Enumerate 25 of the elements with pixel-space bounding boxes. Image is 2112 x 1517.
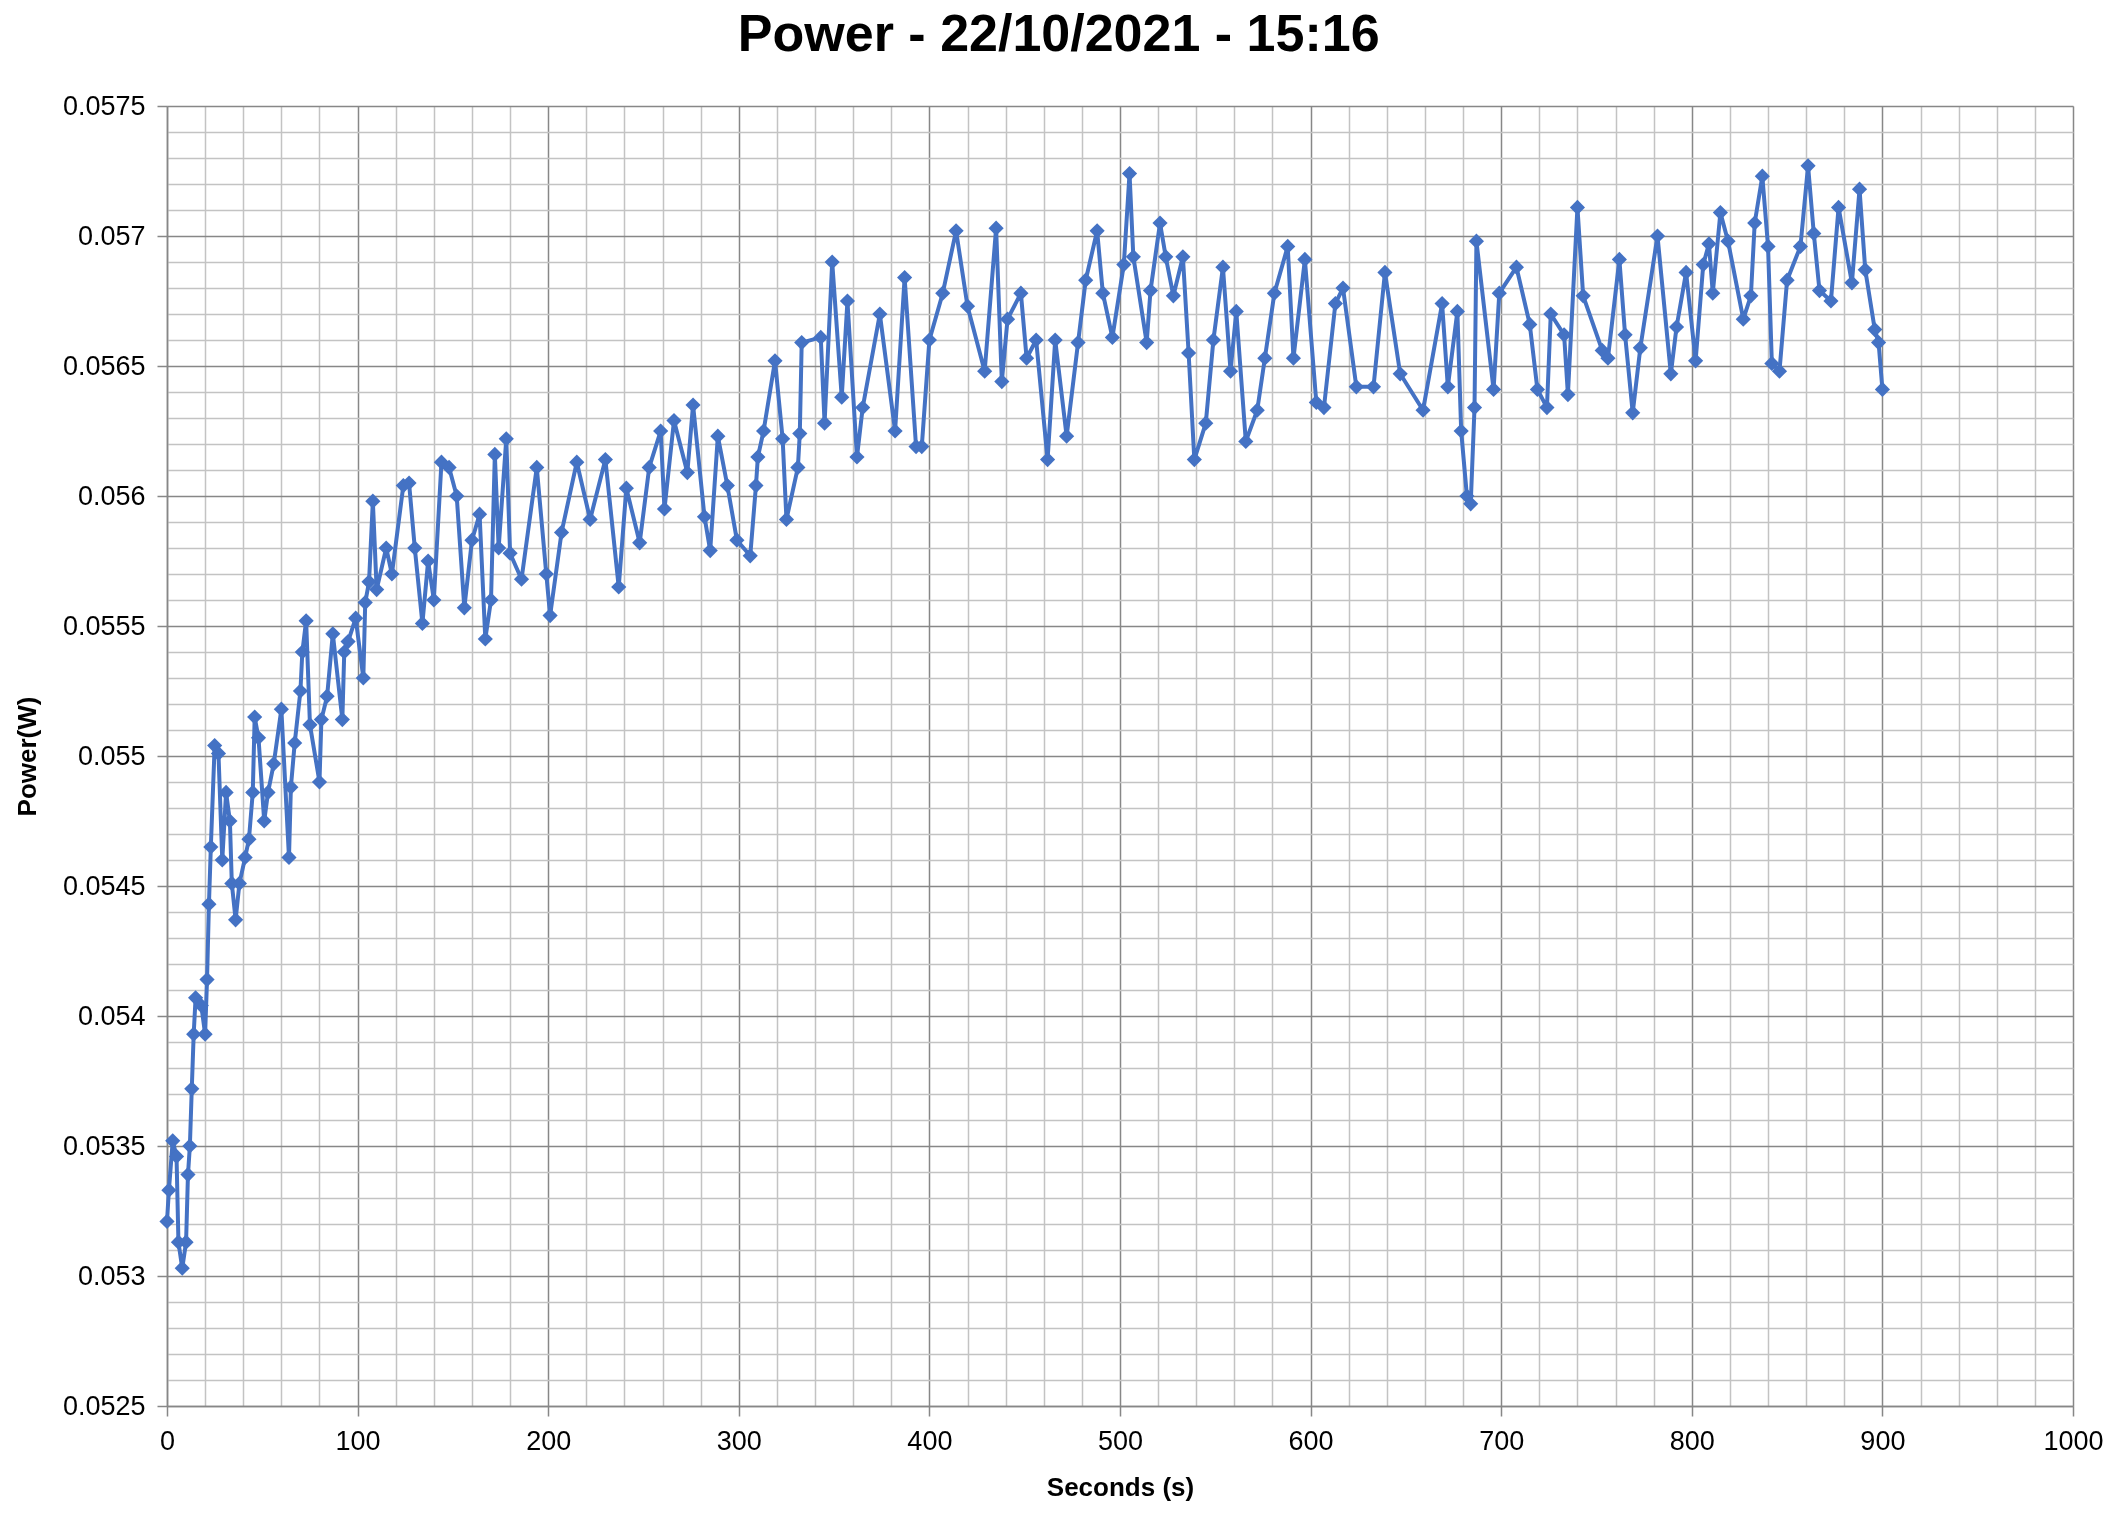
y-tick-label: 0.0565 xyxy=(62,350,146,381)
y-tick-label: 0.0555 xyxy=(62,610,146,641)
y-tick-label: 0.0575 xyxy=(62,90,146,121)
x-tick-label: 200 xyxy=(526,1425,572,1456)
x-tick-label: 900 xyxy=(1860,1425,1906,1456)
x-tick-label: 700 xyxy=(1479,1425,1525,1456)
x-tick-label: 1000 xyxy=(2043,1425,2104,1456)
y-tick-label: 0.0525 xyxy=(62,1390,146,1421)
x-tick-label: 100 xyxy=(335,1425,381,1456)
x-tick-label: 800 xyxy=(1669,1425,1715,1456)
y-tick-label: 0.053 xyxy=(77,1260,146,1291)
x-tick-label: 400 xyxy=(907,1425,953,1456)
chart-title: Power - 22/10/2021 - 15:16 xyxy=(737,4,1380,62)
x-tick-label: 0 xyxy=(159,1425,176,1456)
y-tick-label: 0.054 xyxy=(77,1000,146,1031)
x-tick-label: 600 xyxy=(1288,1425,1334,1456)
x-axis-title: Seconds (s) xyxy=(1046,1471,1195,1502)
y-tick-label: 0.055 xyxy=(77,740,146,771)
y-tick-label: 0.057 xyxy=(77,220,146,251)
x-tick-label: 300 xyxy=(716,1425,762,1456)
y-axis-title: Power(W) xyxy=(11,696,42,817)
y-tick-label: 0.056 xyxy=(77,480,146,511)
y-tick-label: 0.0535 xyxy=(62,1130,146,1161)
y-tick-label: 0.0545 xyxy=(62,870,146,901)
x-tick-label: 500 xyxy=(1097,1425,1144,1456)
